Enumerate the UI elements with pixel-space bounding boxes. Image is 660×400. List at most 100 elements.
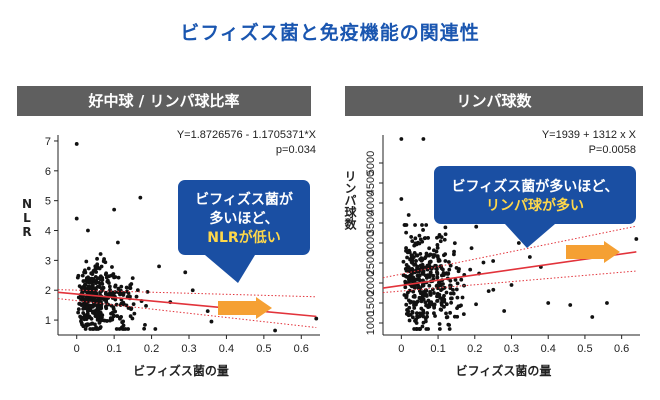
data-point (84, 296, 89, 301)
data-point (95, 256, 99, 261)
callout-tail (205, 255, 255, 283)
data-point (423, 300, 428, 305)
data-point (407, 318, 412, 323)
data-point (120, 301, 124, 306)
data-point (115, 240, 120, 245)
data-point (84, 259, 89, 264)
data-point (93, 322, 97, 327)
data-point (131, 302, 136, 307)
data-point (157, 264, 161, 269)
data-point (106, 281, 111, 285)
data-point (438, 307, 443, 312)
data-point (401, 259, 406, 264)
data-point (459, 277, 464, 282)
data-point (516, 241, 521, 245)
regression-line (57, 291, 317, 318)
data-point (83, 283, 88, 288)
y-tick-label: 2000 (365, 271, 377, 295)
data-point (444, 290, 449, 295)
data-point (442, 304, 446, 309)
data-point (80, 322, 85, 327)
data-point (437, 257, 441, 262)
data-point (93, 291, 97, 296)
data-point (438, 239, 443, 244)
data-point (418, 263, 423, 268)
data-point (418, 257, 422, 262)
data-point (437, 327, 442, 331)
data-point (98, 252, 103, 256)
trend-arrow (566, 241, 620, 263)
data-point (99, 315, 104, 320)
y-tick-label: 1500 (365, 291, 377, 315)
data-point (443, 259, 448, 263)
data-point (491, 287, 496, 292)
data-point (94, 312, 99, 316)
data-point (437, 234, 442, 239)
data-point (443, 225, 448, 230)
x-tick-label: 0.1 (106, 343, 121, 355)
data-point (90, 305, 94, 309)
data-point (448, 263, 453, 268)
data-point (75, 275, 80, 280)
y-axis-label: NLR (20, 197, 34, 239)
data-point (412, 327, 417, 331)
data-point (421, 228, 425, 232)
data-point (74, 216, 79, 221)
data-point (102, 257, 106, 261)
left-panel-header: 好中球 / リンパ球比率 (17, 86, 311, 116)
x-axis-label: ビフィズス菌の量 (456, 363, 552, 378)
callout-box (178, 180, 310, 255)
p-value: P=0.0058 (589, 144, 636, 156)
data-point (405, 255, 409, 260)
data-point (421, 320, 426, 325)
data-point (126, 306, 131, 310)
data-point (95, 317, 100, 322)
data-point (407, 248, 412, 253)
y-tick-label: 3000 (365, 231, 377, 255)
y-axis-label: リンパ球数 (343, 170, 357, 231)
x-tick-label: 0 (74, 343, 80, 355)
callout-box (434, 166, 636, 224)
data-point (448, 310, 453, 315)
data-point (410, 253, 414, 258)
data-point (428, 252, 433, 257)
data-point (273, 328, 277, 333)
data-point (452, 314, 457, 319)
data-point (428, 293, 433, 297)
data-point (100, 288, 104, 292)
data-point (433, 263, 437, 268)
data-point (97, 300, 102, 305)
data-point (421, 137, 426, 141)
y-tick-label: 2500 (365, 251, 377, 275)
data-point (404, 295, 409, 300)
data-point (418, 251, 423, 256)
data-point (143, 322, 147, 327)
data-point (444, 311, 448, 316)
data-point (89, 296, 94, 300)
data-point (427, 246, 432, 251)
data-point (142, 326, 147, 331)
data-point (408, 257, 412, 262)
data-point (426, 236, 431, 240)
y-tick-label: 3 (45, 255, 51, 267)
data-point (407, 305, 412, 310)
data-point (88, 327, 93, 331)
data-point (90, 282, 95, 287)
data-point (427, 261, 432, 266)
data-point (110, 310, 115, 315)
data-point (83, 270, 88, 275)
data-point (448, 291, 453, 296)
data-point (79, 319, 83, 324)
data-point (417, 327, 421, 331)
data-point (431, 303, 436, 308)
data-point (446, 271, 451, 276)
data-point (446, 322, 451, 327)
data-point (90, 277, 94, 282)
data-point (415, 299, 420, 304)
data-point (443, 252, 448, 257)
data-point (432, 253, 437, 257)
data-point (414, 317, 418, 322)
data-point (108, 318, 112, 323)
data-point (98, 277, 103, 282)
